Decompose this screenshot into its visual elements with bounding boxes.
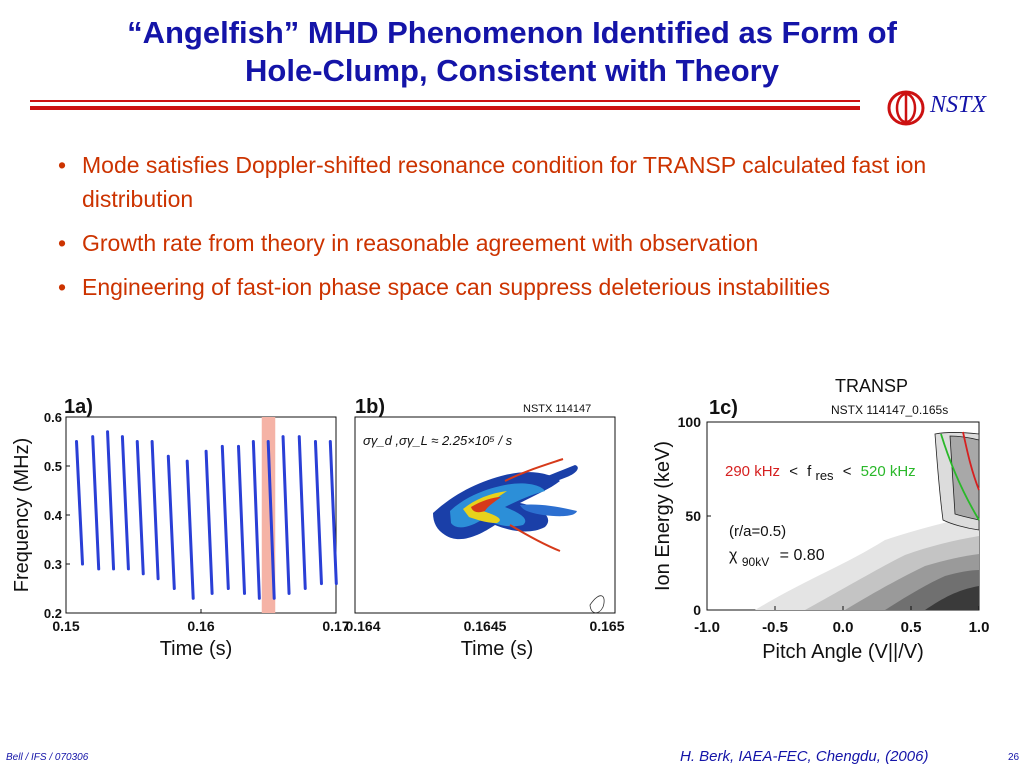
- burst-mark: [91, 435, 101, 571]
- chart-1b-tick-2: 0.1645: [464, 618, 507, 634]
- burst-mark: [120, 435, 130, 571]
- resonance-lt-symbol: <: [789, 463, 798, 480]
- footer-citation: H. Berk, IAEA-FEC, Chengdu, (2006): [680, 748, 929, 765]
- chart-1c-520khz-line: [940, 433, 980, 521]
- chart-1c-ylabel: Ion Energy (keV): [652, 441, 674, 591]
- y-tick-label: 0.2: [44, 606, 62, 621]
- x-tick-label: 0.15: [52, 618, 79, 634]
- x-tick-label: -0.5: [762, 619, 788, 636]
- bullet-text: Engineering of fast-ion phase space can …: [82, 274, 830, 300]
- burst-mark: [150, 440, 160, 581]
- chart-1b-xlabel: Time (s): [461, 638, 534, 660]
- chi-symbol: χ: [729, 547, 738, 564]
- burst-mark: [220, 444, 230, 590]
- chart-1c-shot-label: NSTX 114147_0.165s: [831, 403, 948, 417]
- bullet-text: Mode satisfies Doppler-shifted resonance…: [82, 152, 927, 212]
- chart-1b-shot-label: NSTX 114147: [523, 403, 591, 415]
- burst-mark: [266, 440, 276, 600]
- bullet-dot-icon: •: [58, 152, 67, 178]
- chart-1a-plot-frame: [65, 416, 337, 614]
- chart-1b-panel-label: 1b): [355, 396, 385, 418]
- bullet-dot-icon: •: [58, 274, 67, 300]
- chart-1c-transp: TRANSP 1c) NSTX 114147_0.165s 290 kHz < …: [652, 376, 990, 663]
- title-rule-thick: [30, 106, 860, 110]
- y-tick-label: 0.6: [44, 410, 62, 425]
- x-tick-label: 0.17: [322, 618, 349, 634]
- nstx-logo-ring-icon: [887, 90, 925, 126]
- y-tick-label: 0.5: [44, 459, 62, 474]
- burst-mark: [297, 435, 307, 590]
- chart-1c-radius-note: (r/a=0.5): [729, 523, 786, 540]
- x-tick-label: -1.0: [694, 619, 720, 636]
- x-tick-label: 0.5: [901, 619, 922, 636]
- resonance-gt-symbol: <: [843, 463, 852, 480]
- resonance-f: f: [807, 463, 812, 480]
- title-rule-thin: [30, 100, 860, 102]
- chart-1b-phase-space: 1b) NSTX 114147 σγ_d ,σγ_L ≈ 2.25×10⁵ / …: [345, 396, 624, 660]
- x-tick-label: 1.0: [969, 619, 990, 636]
- chart-1c-chi-label: χ 90kV = 0.80: [729, 547, 825, 570]
- burst-mark: [328, 440, 338, 586]
- y-tick-label: 0.4: [44, 508, 63, 523]
- title-line-2: Hole-Clump, Consistent with Theory: [245, 53, 779, 88]
- chart-1b-tick-3: 0.165: [589, 618, 624, 634]
- bullet-item: • Engineering of fast-ion phase space can…: [58, 270, 938, 304]
- y-tick-label: 0: [693, 602, 701, 618]
- chart-1c-distribution-contours: [755, 432, 980, 610]
- bullet-dot-icon: •: [58, 230, 67, 256]
- bullet-item: • Mode satisfies Doppler-shifted resonanc…: [58, 148, 938, 216]
- chi-subscript: 90kV: [742, 555, 769, 569]
- chart-1c-panel-label: 1c): [709, 397, 738, 419]
- chart-1a-xlabel: Time (s): [160, 638, 233, 660]
- chart-1b-tick-1: 0.164: [345, 618, 380, 634]
- x-tick-label: 0.16: [187, 618, 214, 634]
- title-line-1: “Angelfish” MHD Phenomenon Identified as…: [127, 15, 897, 50]
- page-number: 26: [1008, 752, 1020, 763]
- resonance-high-value: 520 kHz: [861, 463, 916, 480]
- chart-1b-contour-blob: [433, 458, 605, 614]
- y-tick-label: 0.3: [44, 557, 62, 572]
- bullet-list: • Mode satisfies Doppler-shifted resonanc…: [58, 148, 938, 314]
- burst-mark: [237, 444, 246, 595]
- chart-1c-xlabel: Pitch Angle (V||/V): [762, 641, 924, 663]
- burst-mark: [135, 440, 145, 576]
- chart-1c-resonance-label: 290 kHz < f res < 520 kHz: [725, 463, 916, 484]
- burst-mark: [281, 435, 291, 595]
- burst-mark: [313, 440, 323, 586]
- burst-mark: [204, 449, 214, 595]
- burst-mark: [106, 430, 116, 571]
- y-tick-label: 100: [678, 414, 702, 430]
- burst-mark: [185, 459, 195, 600]
- burst-mark: [75, 440, 84, 566]
- bullet-text: Growth rate from theory in reasonable ag…: [82, 230, 759, 256]
- y-tick-label: 50: [685, 508, 701, 524]
- chart-1c-header: TRANSP: [835, 376, 908, 396]
- nstx-logo-text: NSTX: [930, 92, 987, 118]
- slide-title: “Angelfish” MHD Phenomenon Identified as…: [0, 14, 1024, 90]
- chart-1b-growth-rate: σγ_d ,σγ_L ≈ 2.25×10⁵ / s: [363, 433, 513, 448]
- resonance-low-value: 290 kHz: [725, 463, 780, 480]
- chart-1a-spectrogram: 1a) 0.2 0.3 0.4 0.5 0.6 0.15 0.16 0.17 Frequenc…: [11, 396, 350, 660]
- chart-1a-ylabel: Frequency (MHz): [11, 438, 33, 592]
- x-tick-label: 0.0: [833, 619, 854, 636]
- burst-mark: [166, 454, 176, 590]
- bullet-item: • Growth rate from theory in reasonable a…: [58, 226, 938, 260]
- burst-mark: [251, 440, 261, 600]
- chart-1a-panel-label: 1a): [64, 396, 93, 418]
- chart-1c-290khz-line: [962, 431, 980, 491]
- nstx-logo: [887, 90, 925, 126]
- resonance-subscript: res: [815, 468, 834, 483]
- chi-value: = 0.80: [780, 547, 825, 564]
- footer-author: Bell / IFS / 070306: [6, 752, 89, 763]
